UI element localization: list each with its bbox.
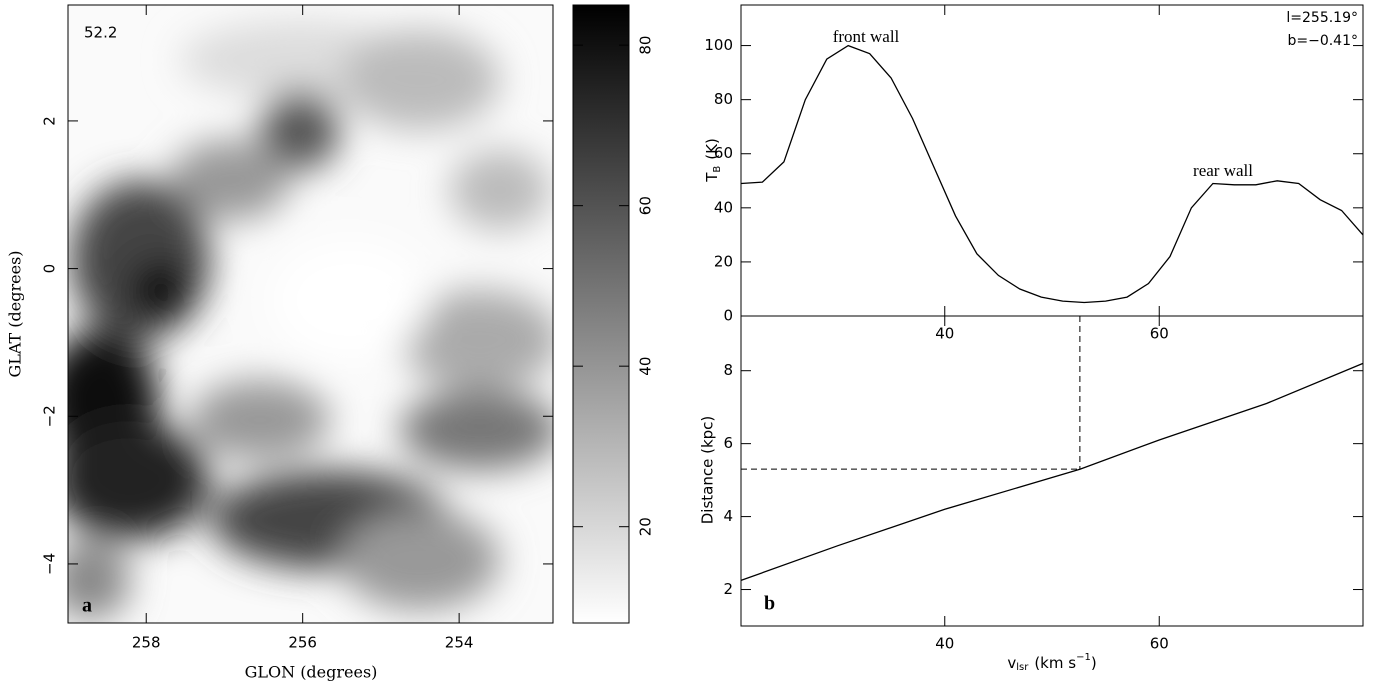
panel-label: b: [764, 593, 775, 615]
y-axis-label-unit: (K): [703, 138, 721, 160]
x-tick-label: 256: [288, 634, 317, 652]
y-axis-label-sub: B: [712, 166, 723, 173]
x-axis-label-unit: (km s: [1034, 654, 1076, 672]
x-axis-label-main: v: [1007, 654, 1016, 672]
distance-frame: [740, 315, 1364, 627]
y-tick-label: 60: [714, 144, 733, 162]
x-tick-label: 60: [1150, 635, 1169, 653]
sky-map: [68, 5, 553, 623]
colorbar-tick-label: 60: [637, 196, 655, 215]
annotation: l=255.19°: [1286, 10, 1358, 26]
panel-label: a: [82, 595, 92, 617]
y-axis-label: TB (K): [703, 138, 724, 183]
y-tick-label: 4: [723, 507, 733, 525]
x-tick-label: 258: [132, 634, 161, 652]
colorbar-tick-label: 40: [637, 357, 655, 376]
y-tick-label: −2: [41, 405, 59, 427]
spectrum-frame: [740, 4, 1364, 317]
y-tick-label: 8: [723, 361, 733, 379]
y-axis-label-main: T: [703, 172, 721, 183]
x-axis-label-sub: lsr: [1016, 662, 1029, 673]
y-axis-label: Distance (kpc): [699, 416, 717, 525]
x-axis-label-tail: ): [1091, 654, 1097, 672]
y-tick-label: −4: [41, 553, 59, 575]
y-tick-label: 40: [714, 198, 733, 216]
x-axis-label-exp: −1: [1076, 652, 1091, 663]
x-axis-label: vlsr (km s−1): [1007, 652, 1096, 673]
line: [740, 362, 1364, 582]
colorbar-tick-label: 80: [637, 36, 655, 55]
x-axis-label: GLON (degrees): [245, 663, 378, 682]
y-tick-label: 0: [723, 307, 733, 325]
x-tick-label: 254: [445, 634, 474, 652]
x-tick-label: 60: [1150, 325, 1169, 343]
annotation: rear wall: [1193, 161, 1253, 180]
annotation: b=−0.41°: [1287, 33, 1358, 49]
colorbar: [572, 4, 630, 624]
y-axis-label: GLAT (degrees): [6, 250, 25, 377]
y-tick-label: 20: [714, 252, 733, 270]
annotation: 52.2: [84, 24, 117, 42]
y-tick-label: 2: [723, 580, 733, 598]
annotation: front wall: [833, 27, 900, 46]
image-frame: [67, 4, 554, 624]
y-tick-label: 0: [41, 264, 59, 274]
x-tick-label: 40: [935, 635, 954, 653]
x-tick-label: 40: [935, 325, 954, 343]
y-tick-label: 80: [714, 90, 733, 108]
y-tick-label: 100: [704, 36, 733, 54]
y-tick-label: 6: [723, 434, 733, 452]
line: [740, 44, 1364, 304]
colorbar-tick-label: 20: [637, 517, 655, 536]
y-tick-label: 2: [41, 116, 59, 126]
